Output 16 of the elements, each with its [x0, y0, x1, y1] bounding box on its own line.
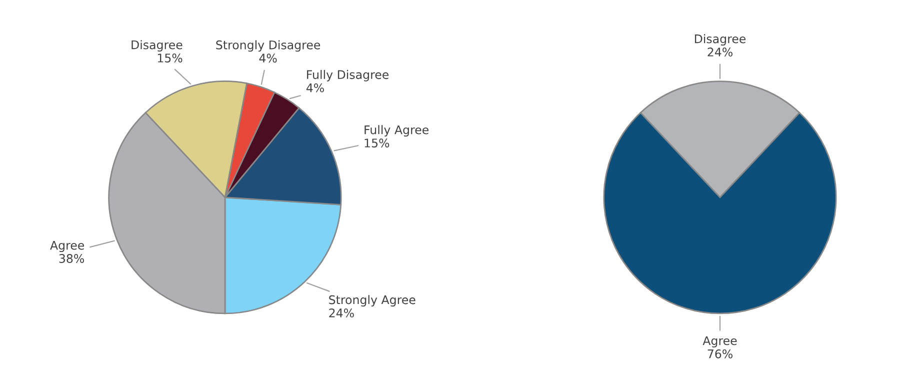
slice-label: Disagree [132, 40, 182, 52]
data-label: 24% [708, 48, 732, 56]
slice-label: Disagree [694, 34, 746, 46]
slice-label: Agree [50, 240, 84, 252]
data-label: 38% [59, 254, 84, 263]
data-label: 4% [306, 83, 324, 92]
data-label: 24% [329, 308, 354, 318]
data-label: 4% [259, 54, 277, 63]
data-label: 15% [158, 54, 182, 62]
slice-label: Agree [702, 336, 737, 348]
slice-label: Strongly Disagree [216, 40, 320, 52]
slice-label: Strongly Agree [329, 295, 416, 306]
data-label: 15% [364, 138, 390, 148]
slice-label: Fully Agree [364, 125, 428, 137]
data-label: 76% [708, 349, 732, 358]
slice-label: Fully Disagree [307, 70, 389, 82]
